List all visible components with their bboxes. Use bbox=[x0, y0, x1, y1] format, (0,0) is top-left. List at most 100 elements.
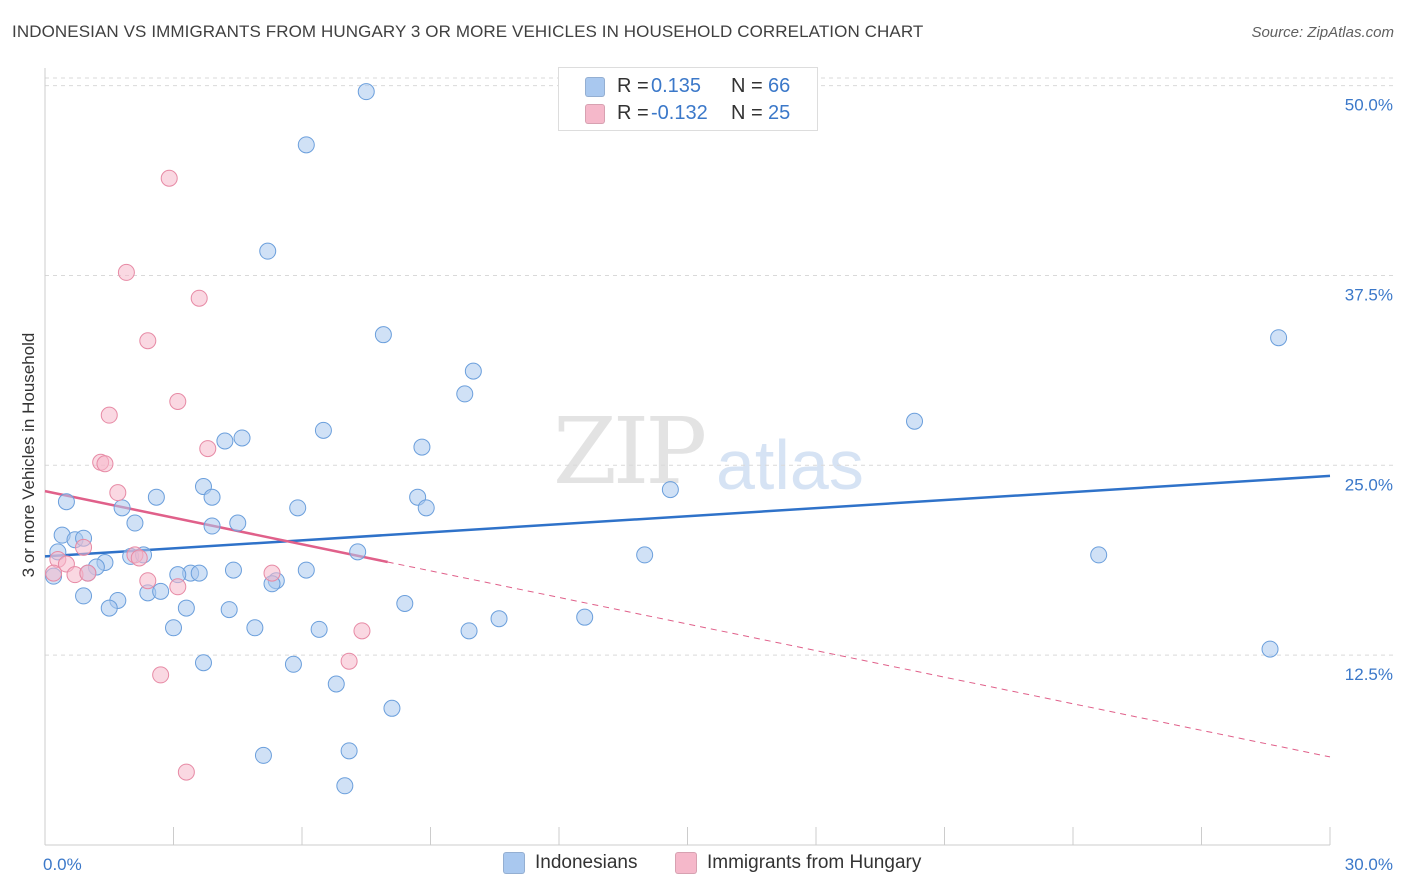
axes bbox=[44, 68, 1331, 846]
point-hungary bbox=[109, 484, 127, 502]
legend-swatch-hungary bbox=[675, 852, 697, 874]
point-indonesians bbox=[336, 777, 354, 795]
point-indonesians bbox=[314, 421, 332, 439]
stats-legend: R = 0.135 N = 66 R = -0.132 N = 25 bbox=[558, 67, 818, 131]
point-hungary bbox=[96, 455, 114, 473]
point-indonesians bbox=[340, 742, 358, 760]
point-indonesians bbox=[417, 499, 435, 517]
n-value: 66 bbox=[768, 75, 791, 97]
point-indonesians bbox=[220, 601, 238, 619]
r-value: 0.135 bbox=[651, 75, 702, 97]
chart-title: INDONESIAN VS IMMIGRANTS FROM HUNGARY 3 … bbox=[12, 22, 924, 41]
point-indonesians bbox=[259, 242, 277, 260]
point-indonesians bbox=[100, 599, 118, 617]
point-indonesians bbox=[190, 564, 208, 582]
point-indonesians bbox=[233, 429, 251, 447]
point-indonesians bbox=[216, 432, 234, 450]
point-indonesians bbox=[464, 362, 482, 380]
legend-swatch-indonesians bbox=[503, 852, 525, 874]
point-indonesians bbox=[203, 488, 221, 506]
n-value: 25 bbox=[768, 102, 791, 124]
point-hungary bbox=[139, 572, 157, 590]
point-hungary bbox=[100, 406, 118, 424]
point-hungary bbox=[139, 332, 157, 350]
point-hungary bbox=[263, 564, 281, 582]
point-hungary bbox=[190, 289, 208, 307]
point-indonesians bbox=[165, 619, 182, 637]
point-indonesians bbox=[297, 561, 315, 579]
point-hungary bbox=[130, 549, 148, 567]
point-indonesians bbox=[297, 136, 315, 154]
stats-row-indonesians: R = 0.135 N = 66 bbox=[559, 73, 817, 100]
point-indonesians bbox=[147, 488, 165, 506]
y-tick-label: 37.5% bbox=[1345, 285, 1393, 304]
point-indonesians bbox=[177, 599, 195, 617]
r-value: -0.132 bbox=[651, 102, 708, 124]
point-indonesians bbox=[661, 481, 679, 499]
point-indonesians bbox=[383, 699, 401, 717]
point-indonesians bbox=[413, 438, 431, 456]
point-indonesians bbox=[374, 326, 392, 344]
y-tick-label: 25.0% bbox=[1345, 475, 1393, 494]
source-label: Source: ZipAtlas.com bbox=[1251, 24, 1394, 41]
point-indonesians bbox=[396, 595, 414, 613]
n-label: N = bbox=[731, 102, 763, 124]
x-tick-label-min: 0.0% bbox=[43, 855, 82, 874]
stats-row-hungary: R = -0.132 N = 25 bbox=[559, 100, 817, 127]
point-hungary bbox=[79, 564, 97, 582]
point-indonesians bbox=[906, 412, 924, 430]
trend-line-dashed bbox=[387, 561, 1331, 758]
swatch-hungary bbox=[585, 104, 605, 124]
point-hungary bbox=[169, 393, 187, 411]
point-indonesians bbox=[357, 83, 375, 101]
data-points bbox=[45, 83, 1288, 795]
point-indonesians bbox=[310, 620, 328, 638]
point-indonesians bbox=[460, 622, 478, 640]
point-indonesians bbox=[327, 675, 345, 693]
axis-labels: 12.5% 25.0% 37.5% 50.0% 0.0% 30.0% 3 or more V… bbox=[19, 96, 1393, 874]
n-label: N = bbox=[731, 75, 763, 97]
point-hungary bbox=[75, 538, 93, 556]
legend-label-hungary: Immigrants from Hungary bbox=[707, 852, 922, 873]
swatch-indonesians bbox=[585, 77, 605, 97]
point-indonesians bbox=[113, 499, 131, 517]
y-tick-label: 12.5% bbox=[1345, 665, 1393, 684]
r-label: R = bbox=[617, 75, 649, 97]
point-indonesians bbox=[57, 493, 75, 511]
point-indonesians bbox=[289, 499, 307, 517]
point-hungary bbox=[340, 652, 358, 670]
x-tick-label-max: 30.0% bbox=[1345, 855, 1393, 874]
point-indonesians bbox=[284, 655, 302, 673]
point-hungary bbox=[117, 263, 135, 281]
point-indonesians bbox=[1261, 640, 1279, 658]
legend-item-hungary[interactable]: Immigrants from Hungary bbox=[675, 852, 921, 874]
point-indonesians bbox=[246, 619, 264, 637]
point-indonesians bbox=[1270, 329, 1288, 347]
point-hungary bbox=[199, 440, 217, 458]
y-tick-label: 50.0% bbox=[1345, 96, 1393, 115]
legend-label-indonesians: Indonesians bbox=[535, 852, 638, 873]
point-hungary bbox=[169, 578, 187, 596]
point-indonesians bbox=[1090, 546, 1108, 564]
watermark-zip: ZIP bbox=[553, 398, 707, 505]
point-hungary bbox=[45, 564, 63, 582]
y-axis-title: 3 or more Vehicles in Household bbox=[19, 333, 38, 578]
point-indonesians bbox=[126, 514, 144, 532]
point-hungary bbox=[353, 622, 371, 640]
point-indonesians bbox=[152, 582, 170, 600]
point-indonesians bbox=[349, 543, 367, 561]
r-label: R = bbox=[617, 102, 649, 124]
point-indonesians bbox=[203, 517, 221, 535]
legend-item-indonesians[interactable]: Indonesians bbox=[503, 852, 637, 874]
point-indonesians bbox=[490, 610, 508, 628]
point-indonesians bbox=[576, 608, 594, 626]
point-indonesians bbox=[456, 385, 474, 403]
trend-line bbox=[44, 474, 1331, 558]
point-indonesians bbox=[229, 514, 247, 532]
point-hungary bbox=[152, 666, 170, 684]
point-hungary bbox=[160, 169, 178, 187]
point-indonesians bbox=[224, 561, 242, 579]
point-indonesians bbox=[636, 546, 654, 564]
point-indonesians bbox=[75, 587, 93, 605]
